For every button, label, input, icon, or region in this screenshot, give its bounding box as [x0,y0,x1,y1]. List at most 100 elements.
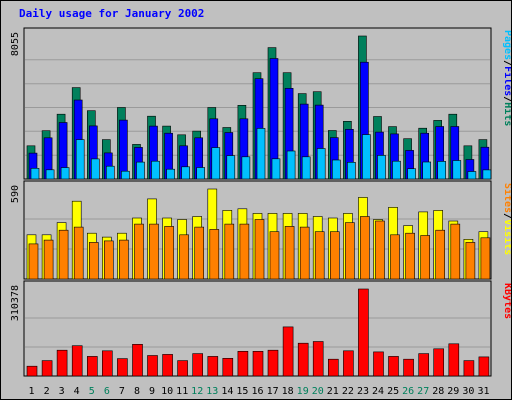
day-label-6: 6 [104,386,110,397]
kbytes-bar-day-28 [433,348,445,377]
kbytes-bar-day-4 [71,345,83,377]
kbytes-bar-day-3 [56,349,68,377]
kbytes-bar-day-27 [418,353,430,377]
files-bar-day-7 [119,119,128,180]
day-label-19: 19 [297,386,309,397]
kbytes-bar-day-24 [373,351,384,377]
kbytes-bar-day-2 [41,360,53,377]
kbytes-bar-day-22 [343,350,354,377]
sites-bar-day-18 [284,226,295,280]
kbytes-bar-day-13 [207,356,219,377]
sites-bar-day-30 [465,242,476,280]
sites-bar-day-20 [314,231,325,280]
day-label-25: 25 [387,386,399,397]
day-label-10: 10 [161,386,173,397]
day-label-23: 23 [357,386,369,397]
pages-bar-day-2 [45,169,55,180]
pages-bar-day-11 [181,166,190,180]
day-label-13: 13 [206,386,218,397]
sites-bar-day-21 [329,231,340,280]
pages-bar-day-18 [286,150,296,180]
legend-files: Files [502,66,511,96]
day-label-27: 27 [417,386,429,397]
kbytes-bar-day-19 [297,342,309,377]
pages-bar-day-31 [482,169,492,180]
pages-bar-day-30 [467,171,477,180]
day-label-8: 8 [134,386,140,397]
kbytes-bar-day-17 [267,349,279,377]
pages-bar-day-16 [256,128,266,180]
day-label-2: 2 [44,386,50,397]
kbytes-bar-day-15 [237,350,249,377]
day-label-18: 18 [282,386,294,397]
day-label-7: 7 [119,386,125,397]
sites-bar-day-10 [164,226,174,280]
kbytes-bar-day-21 [327,358,339,377]
y-max-label: 590 [10,185,21,203]
sites-bar-day-16 [254,219,265,280]
day-label-16: 16 [251,386,263,397]
pages-bar-day-3 [60,167,70,180]
legend-kbytes: KBytes [502,283,511,319]
day-label-26: 26 [402,386,414,397]
sites-bar-day-31 [480,237,491,280]
sites-bar-day-28 [435,229,446,280]
pages-bar-day-14 [226,155,236,180]
sites-bar-day-12 [194,226,204,280]
kbytes-bar-day-1 [26,365,38,377]
legend-panel-3: KBytes [502,283,511,319]
kbytes-bar-day-18 [282,326,294,377]
day-label-21: 21 [327,386,339,397]
pages-bar-day-20 [316,148,326,180]
day-label-12: 12 [191,386,203,397]
day-label-1: 1 [28,386,34,397]
pages-bar-day-5 [91,158,100,180]
kbytes-bar-day-23 [358,288,369,377]
legend-hits: Hits [502,102,511,126]
chart-title: Daily usage for January 2002 [19,7,204,20]
day-label-9: 9 [149,386,155,397]
pages-bar-day-15 [241,156,251,180]
sites-bar-day-7 [119,239,129,280]
sites-bar-day-25 [390,234,400,280]
pages-bar-day-21 [331,159,341,180]
kbytes-bar-day-20 [312,341,324,377]
sites-bar-day-2 [43,239,54,280]
sites-bar-day-17 [269,231,280,280]
day-label-30: 30 [462,386,474,397]
kbytes-bar-day-6 [102,350,113,377]
pages-bar-day-9 [151,160,160,180]
pages-bar-day-27 [422,161,432,180]
pages-bar-day-22 [347,162,356,180]
sites-bar-day-19 [299,226,310,280]
legend-visits: Visits [502,219,511,255]
kbytes-bar-day-29 [448,343,460,377]
day-label-28: 28 [432,386,444,397]
kbytes-bar-day-11 [177,360,188,377]
kbytes-bar-day-14 [222,357,234,377]
pages-bar-day-17 [271,158,281,180]
y-max-label: 8055 [10,32,21,56]
kbytes-bar-day-25 [388,356,399,377]
sites-bar-day-27 [420,235,431,280]
kbytes-bar-day-10 [162,354,173,377]
sites-bar-day-24 [375,220,385,280]
sites-bar-day-15 [239,223,250,280]
sites-bar-day-4 [73,226,84,280]
kbytes-bar-day-9 [147,355,158,377]
legend-separator: / [502,96,511,102]
kbytes-bar-day-7 [117,358,128,377]
day-label-29: 29 [447,386,459,397]
pages-bar-day-8 [136,161,145,180]
pages-bar-day-25 [392,160,401,180]
kbytes-bar-day-12 [192,353,203,377]
legend-pages: Pages [502,30,511,60]
pages-bar-day-26 [407,168,416,180]
sites-bar-day-6 [104,240,114,280]
pages-bar-day-29 [452,160,462,180]
sites-bar-day-3 [58,229,69,280]
day-label-15: 15 [236,386,248,397]
sites-bar-day-1 [28,243,39,280]
